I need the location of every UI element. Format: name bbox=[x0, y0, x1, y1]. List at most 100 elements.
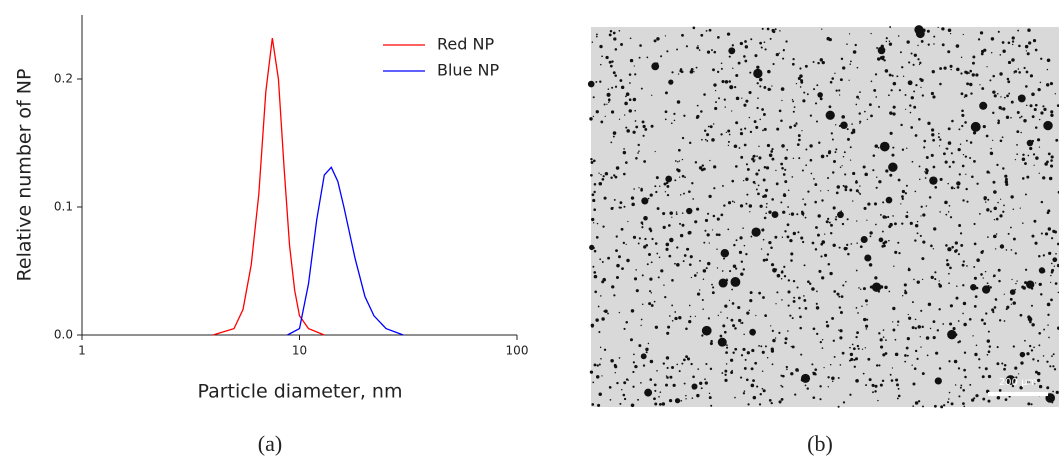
speck bbox=[897, 394, 901, 398]
speck bbox=[629, 37, 632, 40]
speck bbox=[1004, 174, 1008, 178]
speck bbox=[1034, 126, 1038, 129]
speck bbox=[803, 298, 807, 302]
speck bbox=[1006, 94, 1009, 98]
speck bbox=[766, 202, 768, 205]
speck bbox=[770, 246, 773, 249]
speck bbox=[655, 176, 659, 180]
speck bbox=[843, 246, 848, 251]
speck bbox=[892, 81, 897, 86]
speck bbox=[1004, 177, 1008, 181]
speck bbox=[774, 28, 777, 31]
speck bbox=[690, 276, 693, 279]
speck bbox=[702, 278, 705, 280]
speck bbox=[856, 66, 859, 69]
speck bbox=[752, 160, 756, 163]
speck bbox=[868, 263, 873, 267]
speck bbox=[973, 266, 976, 268]
speck bbox=[749, 130, 753, 134]
speck bbox=[974, 352, 978, 357]
speck bbox=[927, 302, 932, 307]
speck bbox=[767, 69, 771, 74]
speck bbox=[1012, 237, 1016, 241]
speck bbox=[897, 241, 900, 244]
speck bbox=[831, 380, 834, 383]
speck bbox=[635, 125, 639, 129]
speck bbox=[720, 133, 723, 136]
speck bbox=[1047, 152, 1051, 156]
speck bbox=[701, 334, 704, 337]
speck bbox=[891, 74, 894, 77]
speck bbox=[920, 346, 922, 348]
speck bbox=[996, 163, 999, 167]
speck bbox=[994, 248, 997, 250]
speck bbox=[878, 105, 881, 108]
speck bbox=[925, 156, 929, 159]
speck bbox=[1054, 282, 1058, 285]
speck bbox=[786, 368, 788, 371]
speck bbox=[744, 127, 747, 130]
speck bbox=[1034, 48, 1038, 52]
speck bbox=[1047, 324, 1049, 326]
speck bbox=[640, 188, 643, 192]
speck bbox=[625, 378, 629, 381]
speck bbox=[1005, 375, 1016, 385]
speck bbox=[735, 239, 738, 242]
speck bbox=[902, 75, 905, 77]
speck bbox=[817, 61, 820, 65]
speck bbox=[964, 70, 968, 74]
speck bbox=[921, 325, 924, 329]
speck bbox=[1019, 386, 1023, 390]
speck bbox=[828, 117, 831, 120]
speck bbox=[593, 183, 597, 186]
speck bbox=[607, 256, 611, 260]
speck bbox=[770, 263, 775, 267]
speck bbox=[599, 258, 602, 261]
speck bbox=[861, 305, 863, 307]
speck bbox=[859, 91, 861, 94]
speck bbox=[608, 99, 611, 102]
speck bbox=[970, 92, 973, 95]
speck bbox=[679, 233, 684, 238]
speck bbox=[763, 127, 767, 131]
speck bbox=[783, 275, 787, 278]
speck bbox=[798, 138, 801, 142]
speck bbox=[744, 40, 747, 43]
speck bbox=[831, 77, 835, 80]
speck bbox=[742, 392, 746, 395]
speck bbox=[948, 272, 950, 275]
speck bbox=[824, 253, 828, 257]
speck bbox=[740, 354, 744, 357]
speck bbox=[614, 48, 618, 51]
speck bbox=[1051, 237, 1054, 240]
speck bbox=[960, 384, 963, 387]
speck bbox=[1034, 383, 1036, 385]
speck bbox=[591, 403, 595, 406]
speck bbox=[833, 355, 836, 358]
speck bbox=[790, 212, 795, 216]
speck bbox=[766, 357, 769, 359]
speck bbox=[609, 399, 612, 401]
speck bbox=[935, 351, 939, 355]
speck bbox=[806, 387, 809, 390]
speck bbox=[796, 213, 799, 216]
speck bbox=[963, 368, 966, 372]
speck bbox=[745, 177, 749, 181]
speck bbox=[982, 397, 986, 401]
speck bbox=[895, 378, 899, 382]
speck bbox=[695, 116, 699, 119]
speck bbox=[665, 181, 669, 185]
speck bbox=[811, 241, 815, 245]
speck bbox=[919, 77, 922, 81]
speck bbox=[992, 74, 995, 78]
speck bbox=[614, 85, 618, 88]
speck bbox=[661, 402, 666, 406]
speck bbox=[950, 152, 953, 155]
speck bbox=[816, 290, 818, 293]
speck bbox=[878, 364, 881, 367]
speck bbox=[849, 60, 852, 63]
speck bbox=[758, 145, 760, 148]
speck bbox=[954, 333, 958, 337]
speck bbox=[699, 259, 701, 262]
speck bbox=[758, 291, 762, 295]
